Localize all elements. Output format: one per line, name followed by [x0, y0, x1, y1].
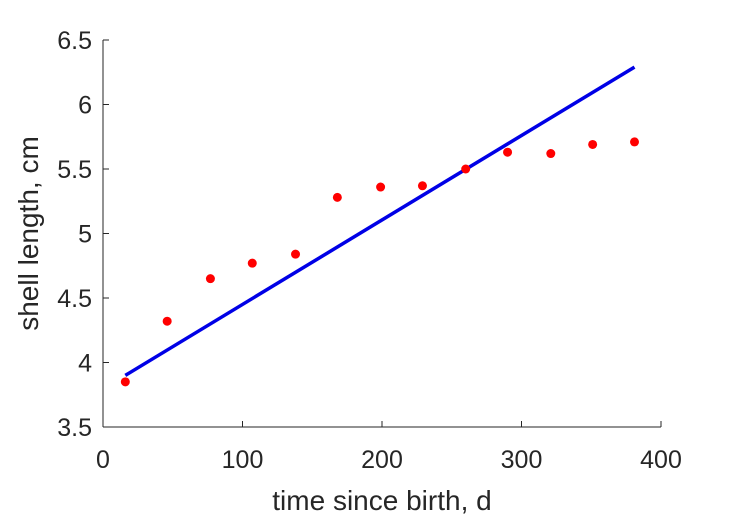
data-point	[461, 164, 471, 174]
data-point	[332, 192, 342, 202]
y-axis-label: shell length, cm	[13, 136, 44, 331]
data-point	[162, 316, 172, 326]
x-tick-label: 400	[640, 446, 682, 474]
x-tick-label: 300	[501, 446, 543, 474]
x-axis-label: time since birth, d	[272, 485, 491, 516]
data-point	[546, 149, 556, 159]
data-point	[120, 377, 130, 387]
data-point	[417, 181, 427, 191]
fit-line	[124, 65, 636, 377]
x-tick-label: 100	[222, 446, 264, 474]
data-point	[503, 147, 513, 157]
data-point	[376, 182, 386, 192]
data-point	[205, 274, 215, 284]
y-tick-label: 6	[78, 92, 92, 120]
y-ticks: 3.5 4 4.5 5 5.5 6 6.5	[57, 27, 109, 442]
y-tick-label: 5	[78, 221, 92, 249]
data-point	[629, 137, 639, 147]
y-tick-label: 3.5	[57, 414, 92, 442]
data-point	[291, 249, 301, 259]
plot-series	[120, 65, 639, 387]
y-tick-label: 6.5	[57, 27, 92, 55]
x-ticks: 0 100 200 300 400	[96, 421, 682, 474]
x-tick-label: 200	[361, 446, 403, 474]
y-tick-label: 5.5	[57, 156, 92, 184]
y-tick-label: 4.5	[57, 285, 92, 313]
axes	[102, 40, 661, 428]
data-point	[588, 139, 598, 149]
y-tick-label: 4	[78, 350, 92, 378]
data-point	[247, 258, 257, 268]
x-tick-label: 0	[96, 446, 110, 474]
